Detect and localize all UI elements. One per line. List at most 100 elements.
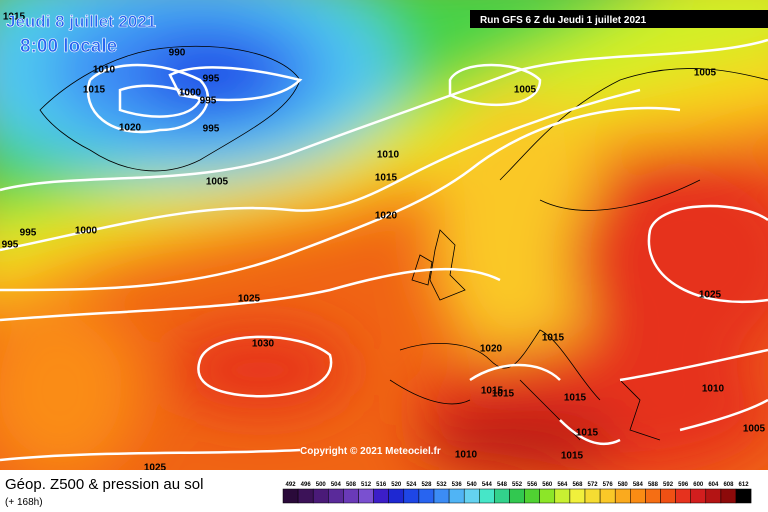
scale-swatch (720, 488, 737, 504)
scale-label: 612 (739, 482, 750, 488)
isobar-label: 995 (20, 228, 37, 239)
scale-label: 508 (346, 482, 357, 488)
isobar-label: 1015 (542, 333, 565, 344)
forecast-date: Jeudi 8 juillet 2021 (6, 12, 156, 31)
scale-swatch (358, 488, 374, 504)
scale-label: 492 (286, 482, 297, 488)
isobar-label: 1025 (144, 463, 167, 474)
scale-label: 592 (663, 482, 674, 488)
footer-title: Géop. Z500 & pression au sol (5, 476, 203, 493)
isobar-label: 995 (203, 74, 220, 85)
scale-label: 544 (482, 482, 493, 488)
scale-swatch (614, 488, 631, 504)
footer-lead: (+ 168h) (5, 497, 43, 508)
isobar-label: 1025 (699, 290, 722, 301)
scale-label: 576 (603, 482, 614, 488)
scale-swatch (297, 488, 314, 504)
scale-swatch (554, 488, 571, 504)
isobar-label: 1015 (83, 85, 106, 96)
isobar-label: 1025 (238, 294, 261, 305)
scale-label: 608 (723, 482, 734, 488)
scale-swatch (735, 488, 752, 504)
scale-swatch (630, 488, 646, 504)
scale-swatch (328, 488, 344, 504)
isobar-label: 1015 (561, 451, 584, 462)
isobar-label: 1010 (702, 384, 725, 395)
scale-swatch (403, 488, 420, 504)
scale-label: 532 (437, 482, 448, 488)
scale-swatch (645, 488, 661, 504)
scale-swatch (660, 488, 676, 504)
copyright: Copyright © 2021 Meteociel.fr (300, 446, 441, 457)
scale-label: 516 (376, 482, 387, 488)
isobar-label: 1020 (375, 211, 398, 222)
isobar-label: 1000 (75, 226, 98, 237)
scale-label: 540 (467, 482, 478, 488)
scale-label: 524 (406, 482, 417, 488)
scale-swatch (388, 488, 405, 504)
isobar-label: 1015 (481, 386, 504, 397)
isobar-label: 1005 (694, 68, 717, 79)
scale-swatch (584, 488, 601, 504)
isobar-label: 1020 (119, 123, 142, 134)
scale-swatch (418, 488, 435, 504)
scale-swatch (282, 488, 299, 504)
scale-label: 604 (708, 482, 719, 488)
scale-label: 552 (512, 482, 523, 488)
isobar-label: 995 (200, 96, 217, 107)
scale-label: 572 (588, 482, 599, 488)
isobar-label: 1015 (492, 389, 515, 400)
scale-label: 512 (361, 482, 372, 488)
scale-swatch (705, 488, 722, 504)
scale-swatch (463, 488, 480, 504)
isobar-label: 1015 (564, 393, 587, 404)
scale-swatch (479, 488, 495, 504)
scale-swatch (690, 488, 707, 504)
scale-swatch (509, 488, 525, 504)
isobar-label: 1015 (3, 12, 26, 23)
isobar-label: 1010 (93, 65, 116, 76)
scale-label: 496 (301, 482, 312, 488)
scale-label: 588 (648, 482, 659, 488)
isobar-label: 1000 (179, 88, 202, 99)
scale-label: 600 (693, 482, 704, 488)
scale-swatch (524, 488, 540, 504)
scale-swatch (448, 488, 465, 504)
map-background (0, 0, 768, 480)
scale-label: 564 (557, 482, 568, 488)
scale-label: 528 (421, 482, 432, 488)
isobar-label: 1030 (252, 339, 275, 350)
scale-swatch (569, 488, 586, 504)
scale-swatch (675, 488, 691, 504)
isobars (0, 38, 768, 462)
scale-label: 556 (527, 482, 538, 488)
scale-swatch (312, 488, 329, 504)
forecast-time: 8:00 locale (20, 36, 117, 57)
scale-label: 536 (452, 482, 463, 488)
scale-label: 568 (572, 482, 583, 488)
isobar-label: 995 (203, 124, 220, 135)
scale-label: 504 (331, 482, 342, 488)
scale-label: 520 (391, 482, 402, 488)
isobar-label: 1010 (455, 450, 478, 461)
scale-swatch (343, 488, 359, 504)
scale-swatch (539, 488, 556, 504)
scale-label: 500 (316, 482, 327, 488)
isobar-label: 1005 (743, 424, 766, 435)
color-scale: 492 496 500 504 508 512 516 520 524 528 532 536 540 5… (282, 482, 752, 504)
isobar-label: 1005 (514, 85, 537, 96)
run-box (470, 10, 768, 28)
scale-label: 580 (618, 482, 629, 488)
scale-swatch (494, 488, 510, 504)
isobar-label: 1020 (480, 344, 503, 355)
scale-label: 548 (497, 482, 508, 488)
scale-swatch (373, 488, 389, 504)
run-info: Run GFS 6 Z du Jeudi 1 juillet 2021 (480, 15, 647, 26)
scale-swatch (433, 488, 450, 504)
isobar-label: 1010 (377, 150, 400, 161)
isobar-label: 1015 (576, 428, 599, 439)
scale-label: 584 (633, 482, 644, 488)
scale-label: 560 (542, 482, 553, 488)
coastlines (39, 45, 768, 441)
